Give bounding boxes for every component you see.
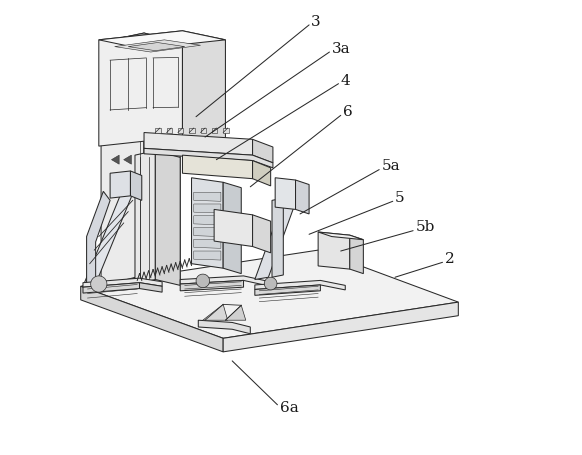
Polygon shape — [223, 302, 458, 352]
Polygon shape — [194, 228, 221, 237]
Polygon shape — [194, 192, 221, 201]
Polygon shape — [189, 128, 194, 132]
Polygon shape — [99, 31, 183, 146]
Polygon shape — [124, 155, 132, 164]
Polygon shape — [101, 33, 180, 51]
Polygon shape — [130, 171, 142, 200]
Text: 3a: 3a — [332, 42, 350, 56]
Polygon shape — [318, 232, 363, 240]
Polygon shape — [272, 198, 283, 277]
Polygon shape — [214, 209, 253, 247]
Text: 6: 6 — [343, 105, 353, 119]
Polygon shape — [223, 182, 242, 273]
Polygon shape — [318, 232, 350, 269]
Polygon shape — [81, 286, 223, 352]
Polygon shape — [110, 171, 130, 198]
Polygon shape — [178, 128, 183, 132]
Polygon shape — [201, 128, 206, 132]
Polygon shape — [83, 278, 162, 287]
Polygon shape — [144, 132, 253, 155]
Polygon shape — [140, 283, 162, 292]
Polygon shape — [225, 305, 246, 320]
Polygon shape — [128, 42, 184, 51]
Polygon shape — [264, 277, 277, 290]
Polygon shape — [180, 276, 266, 285]
Polygon shape — [155, 151, 180, 285]
Polygon shape — [194, 216, 221, 225]
Text: 5a: 5a — [381, 159, 400, 173]
Polygon shape — [275, 178, 296, 209]
Polygon shape — [144, 33, 180, 284]
Polygon shape — [194, 204, 221, 213]
Text: 4: 4 — [340, 74, 350, 87]
Polygon shape — [255, 202, 296, 279]
Polygon shape — [191, 178, 223, 268]
Polygon shape — [83, 283, 140, 293]
Polygon shape — [112, 155, 119, 164]
Polygon shape — [81, 250, 458, 339]
Polygon shape — [196, 274, 210, 288]
Polygon shape — [194, 251, 221, 260]
Polygon shape — [203, 304, 228, 320]
Text: 2: 2 — [445, 252, 455, 266]
Polygon shape — [253, 139, 273, 163]
Polygon shape — [223, 128, 229, 132]
Polygon shape — [83, 193, 133, 286]
Polygon shape — [296, 180, 309, 214]
Polygon shape — [183, 31, 225, 144]
Polygon shape — [183, 155, 253, 179]
Polygon shape — [155, 128, 161, 132]
Polygon shape — [212, 128, 217, 132]
Polygon shape — [115, 40, 201, 52]
Text: 3: 3 — [311, 15, 321, 29]
Polygon shape — [144, 148, 273, 168]
Text: 5b: 5b — [416, 221, 435, 234]
Polygon shape — [101, 33, 144, 286]
Polygon shape — [194, 239, 221, 248]
Polygon shape — [255, 280, 345, 290]
Polygon shape — [253, 215, 271, 253]
Polygon shape — [87, 191, 110, 284]
Polygon shape — [253, 161, 271, 186]
Text: 5: 5 — [395, 191, 404, 205]
Text: 6a: 6a — [280, 401, 299, 415]
Polygon shape — [166, 128, 172, 132]
Polygon shape — [198, 320, 250, 334]
Polygon shape — [350, 235, 363, 273]
Polygon shape — [91, 276, 107, 292]
Polygon shape — [135, 151, 155, 284]
Polygon shape — [99, 31, 225, 49]
Polygon shape — [180, 280, 243, 291]
Polygon shape — [255, 285, 321, 295]
